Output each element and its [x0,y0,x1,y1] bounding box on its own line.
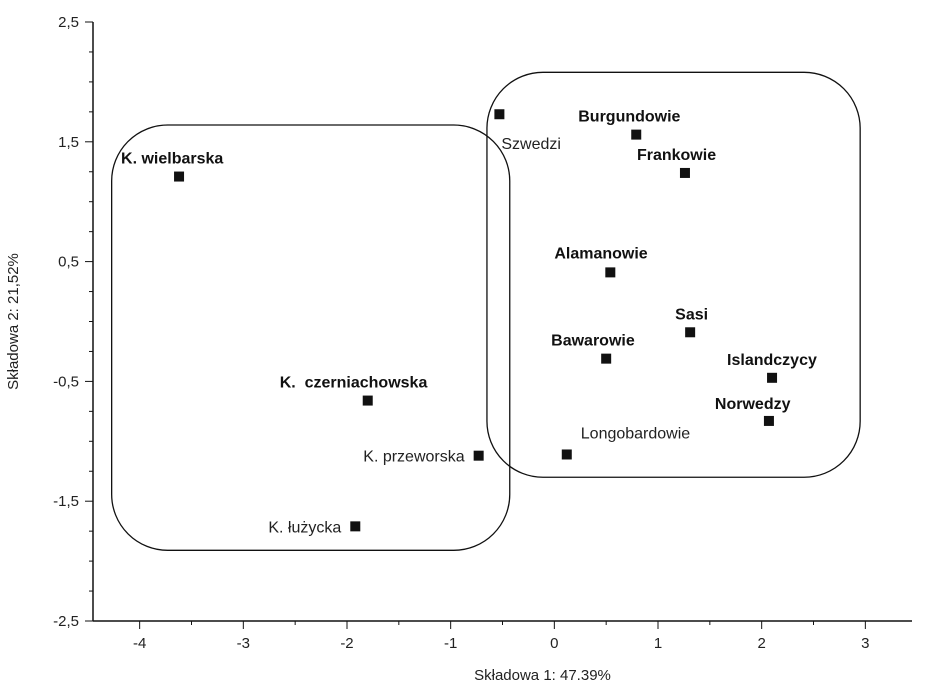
data-point [561,449,572,460]
data-point [763,415,774,426]
data-label: Frankowie [637,147,716,164]
cluster-outline-1 [111,124,511,551]
y-axis-ticks: 2,5 1,5 0,5 -0,5 -1,5 -2,5 [53,14,79,630]
x-tick-label: 2 [758,635,766,652]
y-tick-label: -1,5 [53,493,79,510]
data-label: Sasi [675,306,708,323]
data-point [494,109,505,120]
x-axis-title: Składowa 1: 47.39% [474,667,611,684]
data-label: K. czerniachowska [280,375,428,392]
data-label: Norwedzy [715,396,791,413]
y-tick-label: 2,5 [58,14,79,31]
axes [85,21,912,629]
x-tick-label: -3 [237,635,250,652]
y-tick-label: -0,5 [53,373,79,390]
data-point [767,372,778,383]
data-label: Bawarowie [551,333,635,350]
x-tick-label: -1 [444,635,457,652]
y-tick-label: -2,5 [53,613,79,630]
x-tick-label: -4 [133,635,146,652]
data-point [601,353,612,364]
data-point [605,267,616,278]
cluster-outlines [111,71,861,551]
data-point [174,171,185,182]
data-point [362,395,373,406]
y-tick-label: 1,5 [58,134,79,151]
data-point [473,450,484,461]
data-points [174,109,778,532]
cluster-outline-2 [486,71,861,478]
x-axis-ticks: -4 -3 -2 -1 0 1 2 3 [133,635,870,652]
data-point [350,521,361,532]
data-labels: K. wielbarska Szwedzi Burgundowie Frankowie… [121,109,817,537]
data-label: Islandczycy [727,352,817,369]
data-point [631,129,642,140]
x-tick-label: 0 [550,635,558,652]
data-point [679,167,690,178]
data-label: Burgundowie [578,109,680,126]
y-axis-title: Składowa 2: 21,52% [5,253,22,390]
data-label: Alamanowie [554,245,647,262]
y-tick-label: 0,5 [58,254,79,271]
data-label: Longobardowie [581,425,691,442]
data-label: Szwedzi [501,136,561,153]
x-tick-label: -2 [340,635,353,652]
data-label: K. wielbarska [121,151,223,168]
data-label: K. łużycka [268,519,341,536]
data-point [685,327,696,338]
x-tick-label: 1 [654,635,662,652]
data-label: K. przeworska [363,449,464,466]
x-tick-label: 3 [861,635,869,652]
